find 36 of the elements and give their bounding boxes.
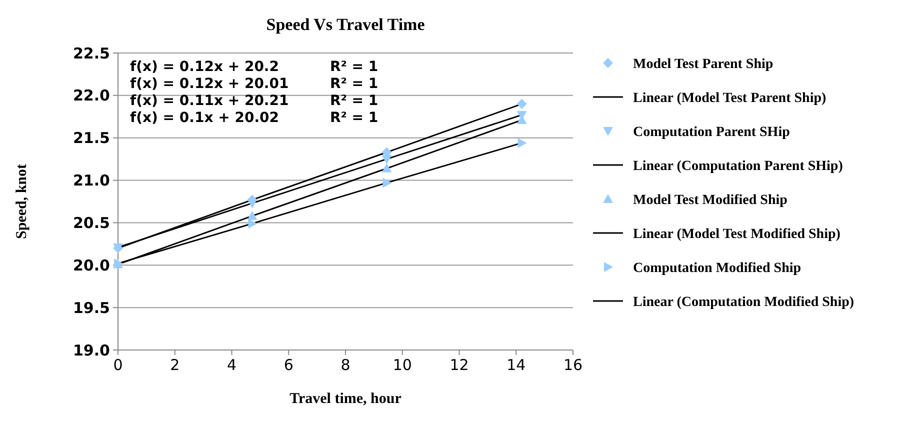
y-tick-label: 20.0 bbox=[72, 256, 110, 274]
x-axis-title: Travel time, hour bbox=[290, 391, 402, 407]
chart-title: Speed Vs Travel Time bbox=[266, 15, 426, 34]
legend-label: Linear (Computation Modified Ship) bbox=[633, 294, 854, 310]
annotation: R² = 1 bbox=[330, 76, 378, 92]
legend-label: Model Test Modified Ship bbox=[633, 192, 788, 208]
annotation: f(x) = 0.1x + 20.02 bbox=[130, 110, 279, 126]
legend-label: Computation Parent SHip bbox=[633, 124, 790, 140]
x-tick-label: 6 bbox=[284, 356, 294, 374]
y-tick-label: 19.5 bbox=[72, 298, 110, 317]
x-tick-label: 8 bbox=[340, 356, 350, 374]
annotation: f(x) = 0.11x + 20.21 bbox=[130, 93, 289, 109]
x-tick-label: 16 bbox=[563, 356, 583, 374]
y-tick-label: 22.5 bbox=[72, 44, 110, 62]
y-tick-label: 22.0 bbox=[72, 86, 110, 105]
legend-label: Model Test Parent Ship bbox=[633, 56, 774, 72]
x-tick-label: 12 bbox=[450, 356, 469, 374]
x-tick-label: 10 bbox=[392, 356, 412, 374]
legend-label: Computation Modified Ship bbox=[633, 260, 802, 276]
y-tick-label: 20.5 bbox=[72, 214, 110, 232]
x-tick-label: 14 bbox=[506, 356, 526, 374]
legend-label: Linear (Model Test Parent Ship) bbox=[633, 90, 826, 106]
y-tick-label: 21.0 bbox=[72, 172, 110, 190]
x-tick-label: 4 bbox=[226, 356, 237, 374]
legend-label: Linear (Model Test Modified Ship) bbox=[633, 226, 841, 242]
legend-label: Linear (Computation Parent SHip) bbox=[633, 158, 844, 174]
annotation: f(x) = 0.12x + 20.2 bbox=[130, 59, 279, 75]
y-tick-label: 21.5 bbox=[72, 129, 110, 148]
x-tick-label: 0 bbox=[113, 356, 123, 374]
y-axis-title: Speed, knot bbox=[14, 164, 30, 240]
y-tick-label: 19.0 bbox=[72, 341, 110, 360]
x-tick-label: 2 bbox=[170, 356, 180, 374]
annotation: R² = 1 bbox=[330, 59, 378, 75]
annotation: R² = 1 bbox=[330, 93, 378, 109]
annotation: R² = 1 bbox=[330, 110, 378, 126]
annotation: f(x) = 0.12x + 20.01 bbox=[130, 76, 289, 92]
